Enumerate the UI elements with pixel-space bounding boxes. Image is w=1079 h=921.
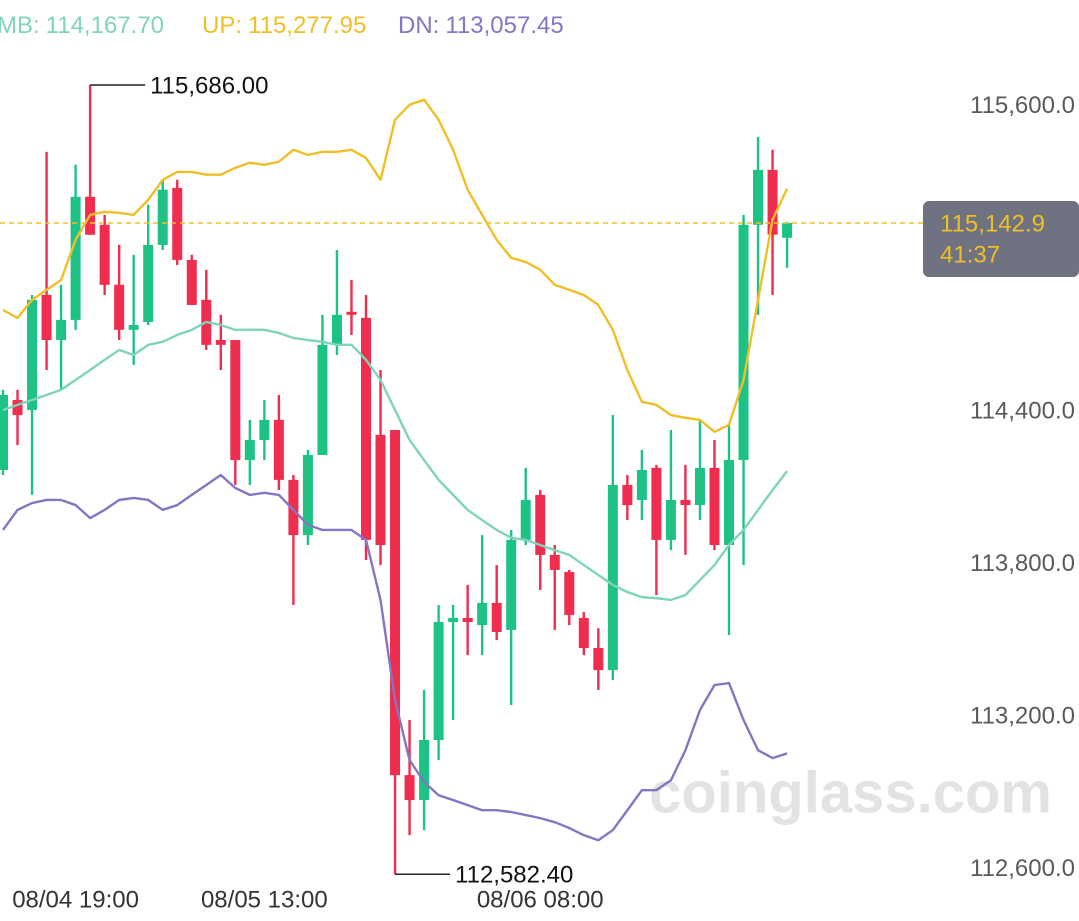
candle-body bbox=[564, 571, 575, 615]
legend-entry: MB: 114,167.70 bbox=[0, 12, 164, 39]
candle-body bbox=[361, 317, 371, 540]
x-tick-label: 08/05 13:00 bbox=[201, 886, 328, 913]
legend-value: 115,277.95 bbox=[248, 12, 366, 39]
candle-body bbox=[782, 223, 793, 238]
candle-body bbox=[665, 499, 676, 540]
candle-body bbox=[375, 434, 386, 545]
legend-name: DN: bbox=[398, 12, 439, 39]
candle-body bbox=[56, 319, 67, 341]
price-tag-countdown: 41:37 bbox=[940, 241, 1000, 268]
candle-body bbox=[12, 400, 23, 416]
legend-name: MB: bbox=[0, 12, 40, 39]
low-label: 112,582.40 bbox=[455, 862, 573, 889]
candle-body bbox=[128, 325, 139, 330]
candle-body bbox=[520, 499, 531, 540]
price-tag bbox=[923, 201, 1079, 278]
candle-body bbox=[491, 602, 502, 632]
band-line bbox=[2, 473, 788, 842]
candle-body bbox=[114, 284, 125, 330]
candle-body bbox=[215, 340, 226, 345]
candle-body bbox=[317, 344, 328, 455]
candle-body bbox=[390, 430, 401, 776]
candle-body bbox=[259, 419, 270, 440]
watermark: coinglass.com bbox=[649, 760, 1052, 825]
candle-body bbox=[157, 189, 168, 245]
candle-body bbox=[404, 775, 415, 801]
candle-body bbox=[27, 299, 38, 410]
candle-body bbox=[709, 467, 720, 545]
candle-body bbox=[477, 602, 488, 626]
band-line bbox=[2, 320, 789, 602]
candle-body bbox=[0, 394, 8, 470]
candle-body bbox=[302, 454, 313, 536]
candle-body bbox=[535, 494, 546, 555]
legend-value: 114,167.70 bbox=[46, 12, 164, 39]
x-tick-label: 08/06 08:00 bbox=[477, 886, 604, 913]
y-tick-label: 114,400.0 bbox=[970, 397, 1075, 424]
candle-body bbox=[636, 469, 647, 500]
candle-body bbox=[99, 224, 110, 285]
candle-body bbox=[578, 617, 589, 648]
legend-entry: DN: 113,057.45 bbox=[398, 12, 564, 39]
candle-body bbox=[724, 460, 734, 545]
candle-body bbox=[288, 479, 299, 536]
y-tick-label: 115,600.0 bbox=[970, 92, 1075, 119]
legend-value: 113,057.45 bbox=[445, 12, 563, 39]
candle-body bbox=[549, 554, 560, 570]
candle-body bbox=[172, 187, 183, 260]
y-tick-label: 113,200.0 bbox=[970, 702, 1075, 729]
candle-body bbox=[41, 295, 52, 341]
candle-body bbox=[433, 622, 444, 741]
band-line bbox=[2, 98, 789, 434]
candle-body bbox=[651, 467, 662, 540]
candle-body bbox=[230, 340, 241, 461]
candle-body bbox=[186, 259, 197, 305]
legend-name: UP: bbox=[202, 12, 242, 39]
y-tick-label: 113,800.0 bbox=[970, 550, 1075, 577]
candle-body bbox=[506, 539, 517, 630]
candle-body bbox=[70, 196, 81, 320]
candle-body bbox=[419, 740, 430, 801]
candle-body bbox=[273, 419, 284, 480]
candle-body bbox=[767, 169, 778, 235]
candle-body bbox=[753, 169, 764, 225]
x-tick-label: 08/04 19:00 bbox=[12, 886, 139, 913]
high-label: 115,686.00 bbox=[150, 72, 268, 99]
candle-body bbox=[462, 617, 473, 623]
candle-body bbox=[448, 617, 459, 623]
price-tag-value: 115,142.9 bbox=[940, 210, 1045, 237]
candle-body bbox=[694, 467, 705, 506]
candle-body bbox=[331, 314, 342, 345]
candle-body bbox=[680, 499, 691, 506]
candle-body bbox=[607, 484, 618, 671]
candle-body bbox=[143, 244, 154, 322]
legend-entry: UP: 115,277.95 bbox=[202, 12, 366, 39]
candle-body bbox=[622, 484, 633, 506]
legend: MB: 114,167.70 UP: 115,277.95 DN: 113,057.45 bbox=[0, 12, 564, 39]
candle-body bbox=[593, 647, 604, 671]
candle-body bbox=[346, 311, 357, 315]
candle-body bbox=[244, 439, 255, 461]
candle-body bbox=[738, 224, 749, 461]
y-tick-label: 112,600.0 bbox=[970, 855, 1075, 882]
